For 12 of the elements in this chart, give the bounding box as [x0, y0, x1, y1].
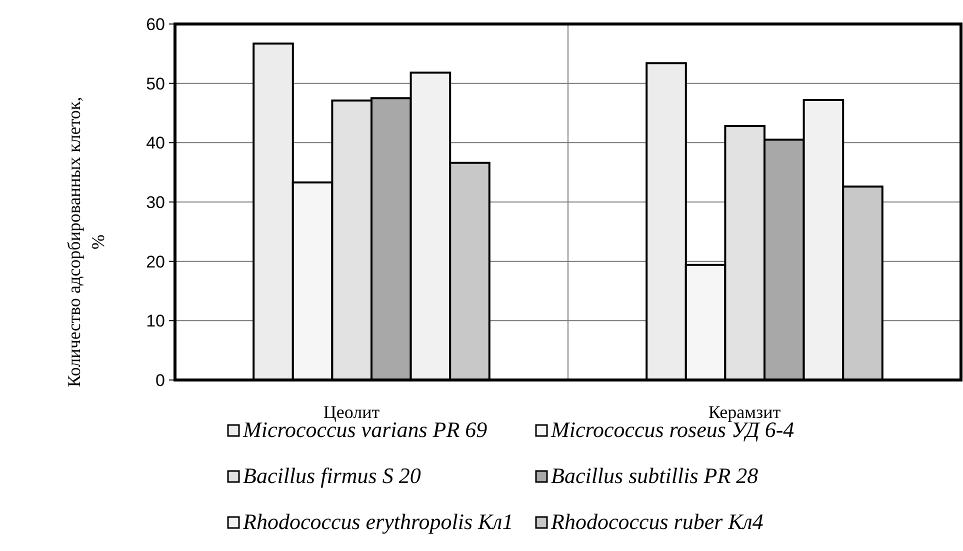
y-tick-label: 40	[146, 134, 165, 153]
y-tick-label: 60	[146, 14, 165, 34]
y-tick-label: 30	[146, 192, 165, 212]
legend-label: Rhodococcus erythropolis Кл1	[242, 509, 514, 534]
y-axis-title: Количество адсорбированных клеток, %	[64, 96, 108, 388]
legend-label: Rhodococcus ruber Кл4	[550, 509, 764, 534]
y-tick-label: 0	[156, 370, 165, 390]
y-tick-label: 50	[146, 74, 165, 94]
legend-label: Bacillus subtillis PR 28	[551, 463, 758, 488]
legend-label: Bacillus firmus S 20	[243, 463, 421, 488]
y-tick-label: 20	[146, 252, 165, 272]
y-tick-label: 10	[146, 312, 165, 331]
